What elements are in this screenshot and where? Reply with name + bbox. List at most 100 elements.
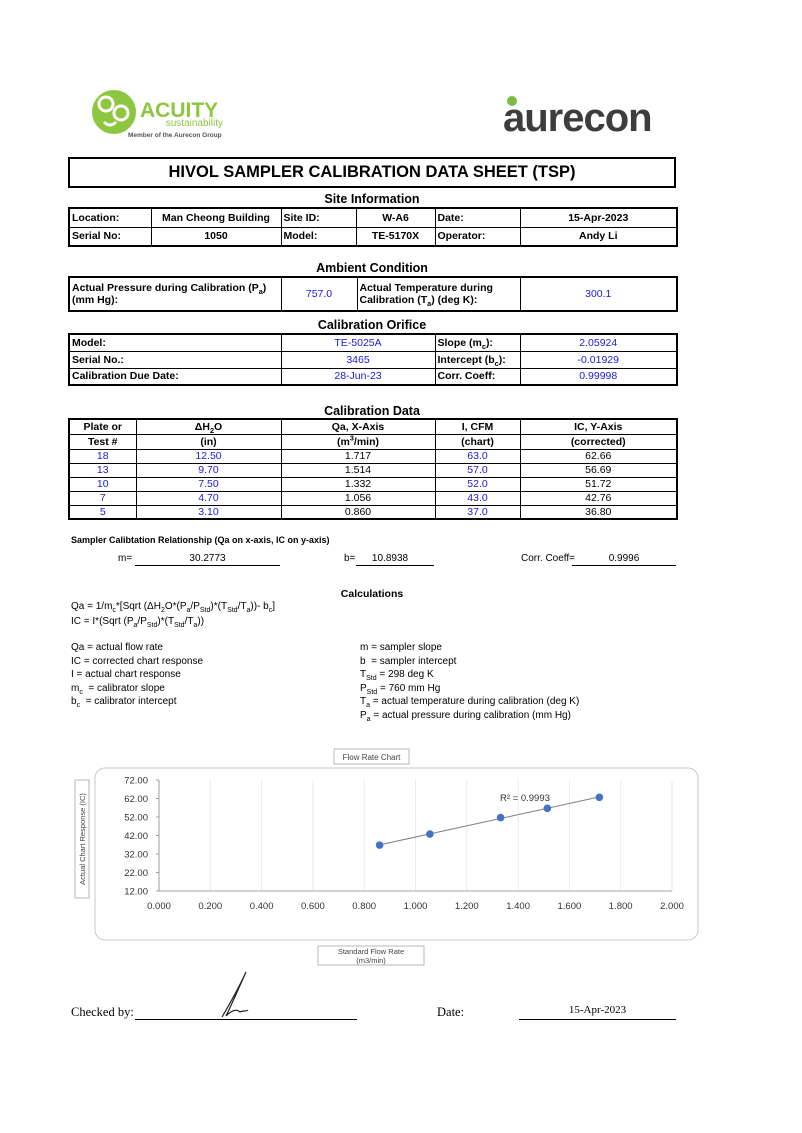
text-part: )*(T — [210, 601, 228, 612]
text-part: c — [481, 341, 486, 351]
text-part: P — [360, 682, 367, 694]
table-cell: 1.056 — [280, 490, 436, 506]
r-label: Corr. Coeff= — [521, 553, 576, 564]
point — [543, 804, 552, 813]
text-part: ))- b — [250, 601, 269, 612]
text-part: = calibrator intercept — [80, 696, 177, 707]
table-row: Test # (in) (m3/min) (chart) (corrected) — [68, 433, 678, 450]
text-part: Std — [227, 607, 238, 614]
calc-line: Qa = actual flow rate — [71, 642, 163, 653]
y-tick-label: 62.00 — [124, 794, 148, 805]
x-tick-label: 1.800 — [609, 901, 633, 912]
trendline-label: R² = 0.9993 — [500, 793, 550, 804]
text-part: Slope (m — [437, 336, 482, 349]
table-cell: Model: — [280, 226, 357, 247]
text-part: T — [360, 696, 367, 707]
text-part: a — [133, 622, 138, 629]
table-row: 13 9.70 1.514 57.0 56.69 — [68, 462, 678, 478]
point — [426, 830, 434, 838]
table-cell: Slope (mc): — [434, 333, 521, 352]
table-cell: Actual Temperature during Calibration (T… — [356, 276, 521, 312]
text-part: Qa = 1/m — [71, 601, 113, 612]
aurecon-name: aurecon — [503, 96, 652, 140]
checked-by: Checked by: — [71, 1005, 134, 1019]
y-tick-label: 32.00 — [124, 850, 148, 861]
text-part: P — [360, 709, 367, 721]
x-label-box — [317, 945, 425, 966]
calc-line: Qa = 1/mc*[Sqrt (ΔH2O*(Pa/PStd)*(TStd/Ta… — [71, 601, 275, 614]
table-row: Actual Pressure during Calibration (Pa) … — [68, 276, 678, 312]
table-cell: 36.80 — [519, 504, 678, 520]
table-cell: 62.66 — [519, 448, 678, 464]
text-part: ) (deg K): — [431, 294, 478, 306]
table: Model: TE-5025A Slope (mc): 2.05924 Serial N… — [68, 333, 678, 386]
text-part: a — [186, 607, 191, 614]
table-row: 18 12.50 1.717 63.0 62.66 — [68, 448, 678, 464]
text-part: )) — [197, 616, 205, 627]
table-cell: 42.76 — [519, 490, 678, 506]
table-cell: 56.69 — [519, 462, 678, 478]
table-cell: 51.72 — [519, 476, 678, 492]
calc-line: I = actual chart response — [71, 669, 181, 680]
table-cell: -0.01929 — [519, 350, 678, 369]
table-cell: Corr. Coeff: — [434, 367, 521, 386]
table-cell: (in) — [135, 433, 282, 450]
text-part: /T — [184, 616, 194, 627]
text-part: Actual Temperature during Calibration (T — [359, 282, 493, 306]
text-part: c — [112, 607, 116, 614]
table-cell: Intercept (bc): — [434, 350, 521, 369]
section-heading: Calibration Data — [324, 404, 420, 418]
table-cell: 12.50 — [135, 448, 282, 464]
table-cell: TE-5025A — [280, 333, 436, 352]
table-cell: Serial No.: — [68, 350, 282, 369]
y-tick-label: 42.00 — [124, 831, 148, 842]
text-part: ΔH — [194, 420, 210, 433]
text-part: /min) — [353, 435, 380, 448]
text-part: c — [268, 607, 273, 614]
table-cell: (corrected) — [519, 433, 678, 450]
x-label: Standard Flow Rate (m3/min) — [338, 947, 404, 965]
table-cell: 9.70 — [135, 462, 282, 478]
text-part: a — [427, 299, 432, 309]
table-row: 7 4.70 1.056 43.0 42.76 — [68, 490, 678, 506]
table-row: 10 7.50 1.332 52.0 51.72 — [68, 476, 678, 492]
text-part: ): — [498, 353, 506, 366]
acuity-member: Member of the Aurecon Group — [128, 132, 222, 139]
table-cell: 0.860 — [280, 504, 436, 520]
m-label: m= — [118, 553, 133, 564]
table-cell: (chart) — [434, 433, 521, 450]
chart-title: Flow Rate Chart — [343, 753, 402, 762]
table-cell: Serial No: — [68, 226, 152, 247]
y-tick-label: 22.00 — [124, 868, 148, 879]
x-tick-label: 1.400 — [506, 901, 530, 912]
table-cell: Date: — [434, 207, 521, 228]
section-heading: Site Information — [324, 192, 420, 206]
table-row: Plate or ΔH2O Qa, X-Axis I, CFM IC, Y-Axis — [68, 418, 678, 435]
table-cell: 37.0 — [434, 504, 521, 520]
calc-line: mc = calibrator slope — [71, 683, 165, 696]
text-part: Std — [366, 688, 378, 696]
table-cell: Site ID: — [280, 207, 357, 228]
underline — [135, 565, 280, 566]
text-part: *[Sqrt (ΔH — [115, 601, 161, 612]
signature — [221, 971, 249, 1018]
text-part: = actual pressure during calibration (mm… — [370, 709, 571, 721]
table-cell: 4.70 — [135, 490, 282, 506]
table-cell: 0.99998 — [519, 367, 678, 386]
table-cell: (m3/min) — [280, 433, 436, 450]
table-cell: 5 — [68, 504, 137, 520]
section-heading: Calibration Orifice — [317, 318, 427, 332]
point — [375, 841, 384, 849]
x-tick-label: 0.400 — [250, 901, 274, 912]
table-cell: W-A6 — [355, 207, 436, 228]
table-cell: Model: — [68, 333, 282, 352]
calc-line: IC = I*(Sqrt (Pa/PStd)*(TStd/Ta)) — [71, 616, 205, 629]
table-cell: Qa, X-Axis — [280, 418, 436, 435]
y-label-box — [74, 779, 90, 899]
date-value: 15-Apr-2023 — [568, 1004, 627, 1016]
calc-line: PStd = 760 mm Hg — [360, 682, 440, 696]
text-part: /P — [137, 616, 147, 627]
text-part: IC = I*(Sqrt (P — [71, 616, 134, 627]
